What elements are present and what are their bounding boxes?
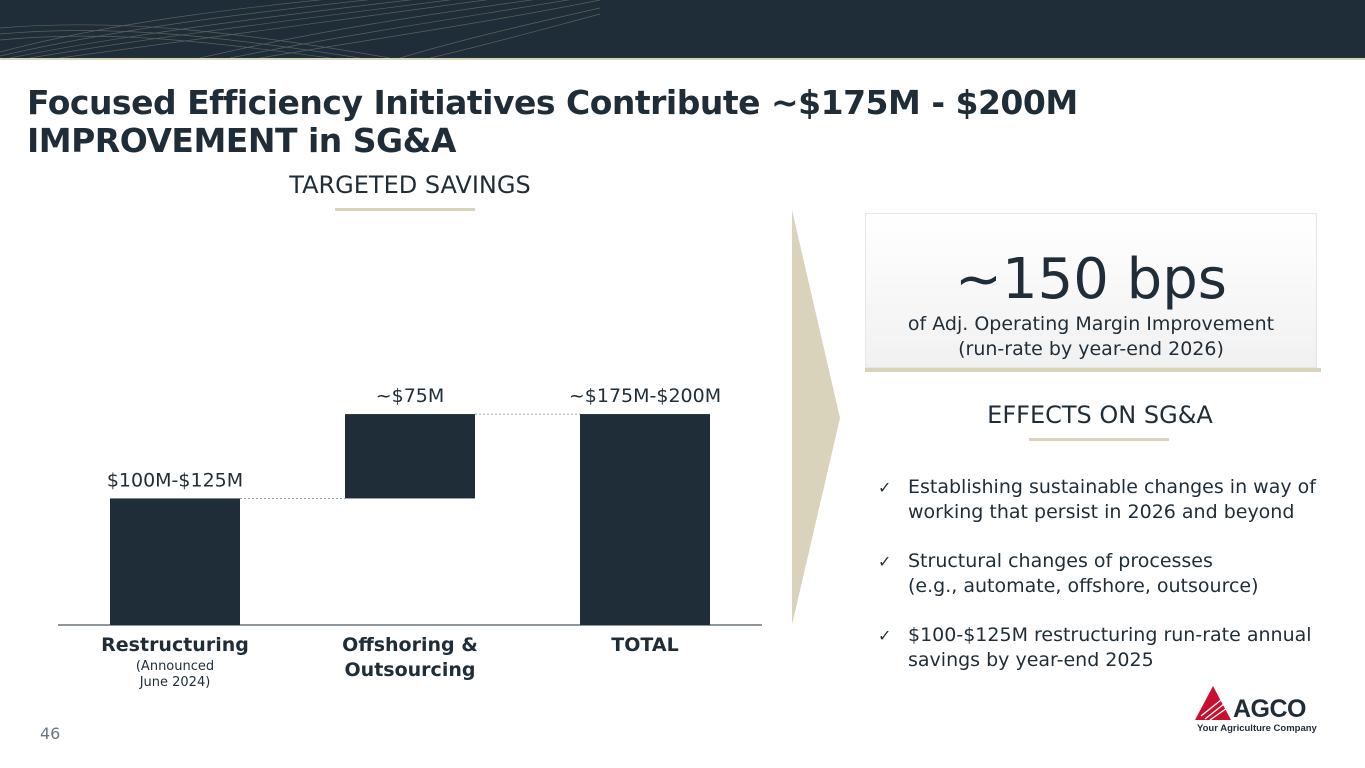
bar <box>110 498 240 625</box>
effects-item-line: (e.g., automate, offshore, outsource) <box>908 575 1259 597</box>
slide-title: Focused Efficiency Initiatives Contribut… <box>27 83 1078 160</box>
header-divider <box>0 58 1365 60</box>
effects-item-line: working that persist in 2026 and beyond <box>908 501 1295 523</box>
kpi-card-accent-bar <box>865 368 1321 372</box>
kpi-value: ~150 bps <box>955 247 1227 312</box>
kpi-description-line1: of Adj. Operating Margin Improvement <box>907 313 1275 335</box>
decorative-wave-pattern <box>0 0 601 58</box>
category-label: TOTAL <box>611 634 678 656</box>
effects-item-line: Establishing sustainable changes in way … <box>908 476 1316 498</box>
category-sublabel: June 2024) <box>139 675 211 690</box>
category-sublabel: (Announced <box>136 659 214 674</box>
kpi-description-line2: (run-rate by year-end 2026) <box>958 338 1224 360</box>
data-label: ~$75M <box>376 385 445 407</box>
header-banner <box>0 0 1365 58</box>
effects-item: ✓ $100-$125M restructuring run-rate annu… <box>878 623 1328 673</box>
effects-title: EFFECTS ON SG&A <box>987 401 1213 429</box>
checkmark-icon: ✓ <box>878 552 892 571</box>
effects-item: ✓ Establishing sustainable changes in wa… <box>878 475 1328 525</box>
chart-section-underline <box>335 208 475 211</box>
agco-logo-tagline: Your Agriculture Company <box>1197 723 1317 734</box>
bar <box>580 414 710 625</box>
agco-logo: AGCO Your Agriculture Company <box>1195 686 1325 736</box>
effects-item: ✓ Structural changes of processes (e.g.,… <box>878 549 1328 599</box>
effects-list: ✓ Establishing sustainable changes in wa… <box>878 475 1328 697</box>
bar <box>345 414 475 499</box>
effects-item-line: savings by year-end 2025 <box>908 649 1154 671</box>
chart-section-title: TARGETED SAVINGS <box>289 171 531 199</box>
category-label: Offshoring & <box>342 634 478 656</box>
effects-item-line: Structural changes of processes <box>908 550 1213 572</box>
effects-item-line: $100-$125M restructuring run-rate annual <box>908 624 1312 646</box>
chevron-arrow-icon <box>792 210 840 625</box>
checkmark-icon: ✓ <box>878 626 892 645</box>
category-label: Restructuring <box>101 634 249 656</box>
data-label: $100M-$125M <box>107 469 243 491</box>
kpi-description: of Adj. Operating Margin Improvement (ru… <box>866 312 1316 362</box>
effects-underline <box>1029 438 1169 441</box>
checkmark-icon: ✓ <box>878 478 892 497</box>
data-label: ~$175M-$200M <box>569 385 721 407</box>
category-label: Outsourcing <box>345 659 476 681</box>
kpi-card: ~150 bps of Adj. Operating Margin Improv… <box>865 213 1317 368</box>
page-number: 46 <box>40 724 61 743</box>
agco-logo-mark-icon <box>1195 686 1231 721</box>
agco-logo-wordmark: AGCO <box>1233 695 1307 723</box>
